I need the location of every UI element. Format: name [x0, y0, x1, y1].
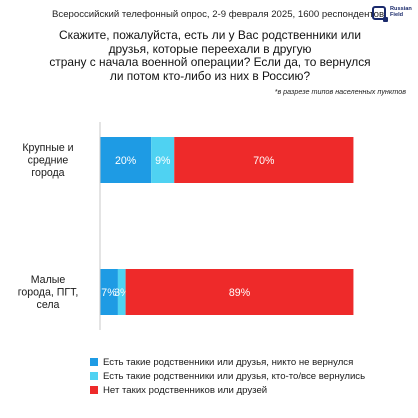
logo-text: Russian Field: [390, 6, 412, 19]
category-label-line: средние: [28, 155, 69, 167]
category-label-line: села: [37, 299, 60, 311]
data-label: 7%: [101, 287, 117, 299]
bar-segment: [100, 269, 118, 315]
category-label-line: города: [31, 167, 64, 179]
chart-title-line: Скажите, пожалуйста, есть ли у Вас родст…: [59, 28, 361, 42]
legend-label: Есть такие родственники или друзья, кто-…: [103, 370, 366, 382]
legend-item: Есть такие родственники или друзья, никт…: [90, 355, 365, 369]
bar-segment: [100, 137, 152, 183]
footnote: *в разрезе типов населенных пунктов: [274, 87, 406, 96]
category-label-line: Крупные и: [22, 142, 73, 154]
category-label-line: Малые: [31, 274, 66, 286]
data-label: 9%: [155, 155, 171, 167]
legend-label: Нет таких родственников или друзей: [103, 384, 268, 396]
data-label: 70%: [253, 155, 275, 167]
category-label: Малые города, ПГТ, села: [18, 274, 79, 311]
bar-segment: [174, 137, 354, 183]
bar-segment: [125, 269, 354, 315]
data-label: 20%: [115, 155, 137, 167]
russian-field-logo: Russian Field: [372, 5, 416, 27]
logo-mark-icon: [372, 6, 388, 22]
chart-legend: Есть такие родственники или друзья, никт…: [90, 355, 365, 397]
legend-swatch: [90, 386, 98, 394]
legend-item: Есть такие родственники или друзья, кто-…: [90, 369, 365, 383]
chart-title: Скажите, пожалуйста, есть ли у Вас родст…: [38, 28, 382, 83]
category-label: Крупные и средние города: [22, 142, 73, 179]
legend-swatch: [90, 358, 98, 366]
legend-swatch: [90, 372, 98, 380]
chart-title-line: страну с начала военной операции? Если д…: [49, 55, 371, 70]
survey-info: Всероссийский телефонный опрос, 2-9 февр…: [52, 9, 385, 20]
legend-item: Нет таких родственников или друзей: [90, 383, 365, 397]
category-label-line: города, ПГТ,: [18, 287, 79, 299]
logo-line-2: Field: [390, 12, 404, 19]
bar-segment: [117, 269, 126, 315]
logo-line-1: Russian: [390, 6, 412, 12]
legend-label: Есть такие родственники или друзья, никт…: [103, 356, 354, 368]
chart-title-line: друзья, которые переехали в другую: [108, 41, 312, 56]
data-label: 89%: [229, 287, 251, 299]
bar-segment: [151, 137, 175, 183]
chart-title-line: ли потом кто-либо из них в Россию?: [109, 68, 311, 83]
